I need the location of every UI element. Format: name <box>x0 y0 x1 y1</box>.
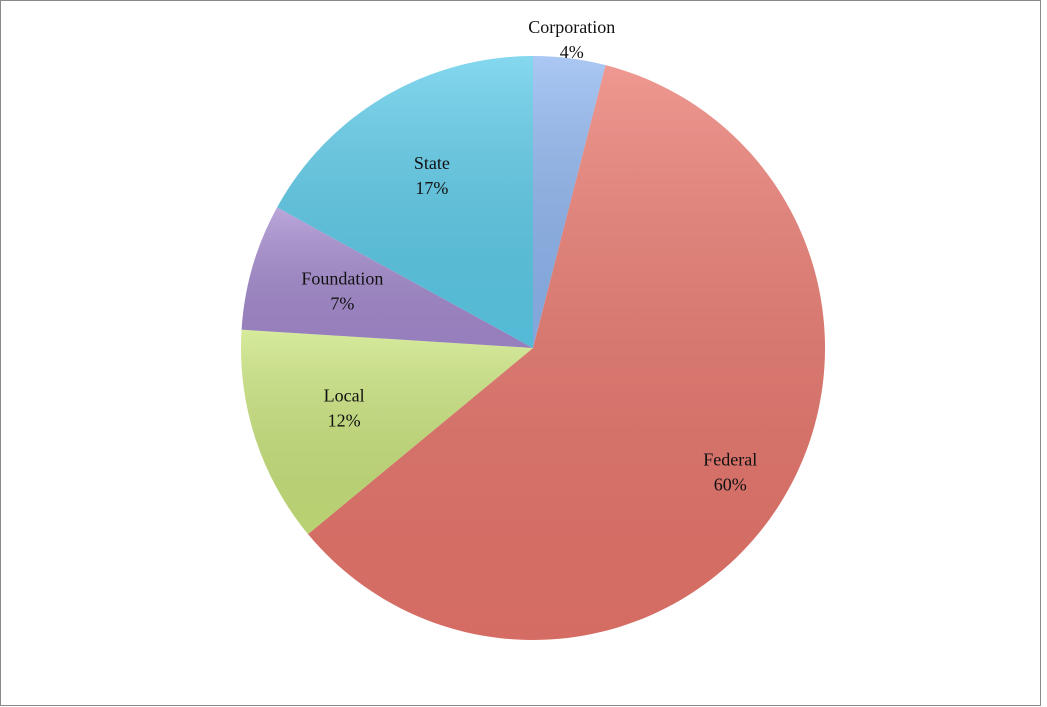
slice-shade <box>533 56 606 348</box>
slice-shade <box>241 207 533 348</box>
slice-label: Local <box>324 385 365 405</box>
slice-shade <box>277 56 533 348</box>
slice-label: Federal <box>703 449 757 469</box>
slice-label: Corporation <box>528 17 615 37</box>
slice-label: Foundation <box>301 269 383 289</box>
slice-value-label: 12% <box>328 410 361 430</box>
slice-shade <box>241 329 533 535</box>
slice-value-label: 17% <box>415 178 448 198</box>
slice-value-label: 7% <box>330 294 354 314</box>
slice-shade <box>308 65 825 641</box>
slice-label: State <box>414 153 450 173</box>
slice-value-label: 60% <box>714 474 747 494</box>
slice-value-label: 4% <box>560 42 584 62</box>
